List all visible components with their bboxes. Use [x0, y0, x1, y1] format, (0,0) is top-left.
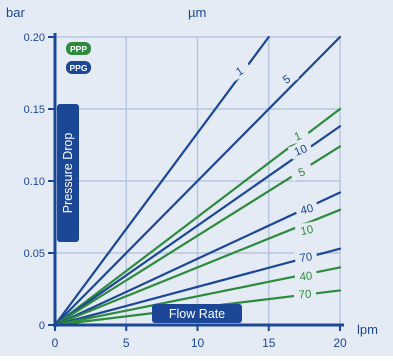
x-tick-label: 15: [262, 336, 276, 350]
series-label-bg: [294, 199, 319, 218]
series-label-ppg-10: 10: [293, 143, 309, 159]
series-label-bg: [284, 125, 311, 146]
x-tick-label: 10: [191, 336, 205, 350]
y-tick-label: 0.20: [24, 32, 45, 44]
x-tick-label: 20: [333, 336, 347, 350]
series-label-ppp-1: 1: [293, 130, 303, 144]
series-label-ppg-5: 5: [281, 73, 293, 87]
series-line-ppg-40: [53, 191, 342, 327]
series-line-ppp-10: [53, 208, 342, 327]
series-label-bg: [273, 67, 299, 91]
series-line-ppp-1: [53, 107, 342, 327]
y-tick-label: 0.15: [24, 104, 45, 116]
series-label-ppp-10: 10: [299, 224, 314, 238]
top-unit-label: µm: [188, 5, 206, 20]
series-label-ppp-40: 40: [299, 270, 313, 283]
legend-label-ppg: PPG: [70, 63, 88, 73]
series-label-ppp-70: 70: [298, 289, 312, 302]
x-unit-label: lpm: [357, 322, 378, 337]
series-label-ppg-70: 70: [299, 251, 313, 265]
series-label-ppg-1: 1: [234, 65, 246, 79]
series-label-bg: [294, 267, 318, 284]
series-line-ppg-70: [53, 247, 342, 327]
series-label-ppg-40: 40: [299, 203, 314, 218]
xlabel-box: [152, 304, 242, 323]
series-label-bg: [293, 248, 318, 265]
xlabel-text: Flow Rate: [169, 307, 225, 321]
series-label-bg: [294, 220, 319, 239]
legend-swatch-ppp: [66, 42, 91, 55]
series-label-bg: [288, 161, 315, 182]
series-line-ppg-1: [53, 35, 270, 327]
y-unit-label: bar: [6, 5, 25, 20]
series-line-ppp-40: [53, 266, 342, 327]
y-tick-label: 0.10: [24, 176, 45, 188]
x-tick-label: 0: [52, 336, 59, 350]
series-line-ppg-10: [53, 125, 342, 327]
series-line-ppg-5: [53, 35, 342, 327]
y-tick-label: 0.05: [24, 248, 45, 260]
series-label-bg: [226, 59, 252, 83]
series-label-bg: [293, 286, 317, 301]
x-tick-label: 5: [123, 336, 130, 350]
ylabel-text: Pressure Drop: [61, 133, 75, 214]
legend-swatch-ppg: [66, 61, 91, 74]
series-label-bg: [287, 139, 314, 160]
ylabel-box: [57, 104, 79, 242]
legend-label-ppp: PPP: [70, 44, 87, 54]
y-tick-label: 0: [39, 320, 45, 332]
series-label-ppp-5: 5: [297, 166, 307, 179]
